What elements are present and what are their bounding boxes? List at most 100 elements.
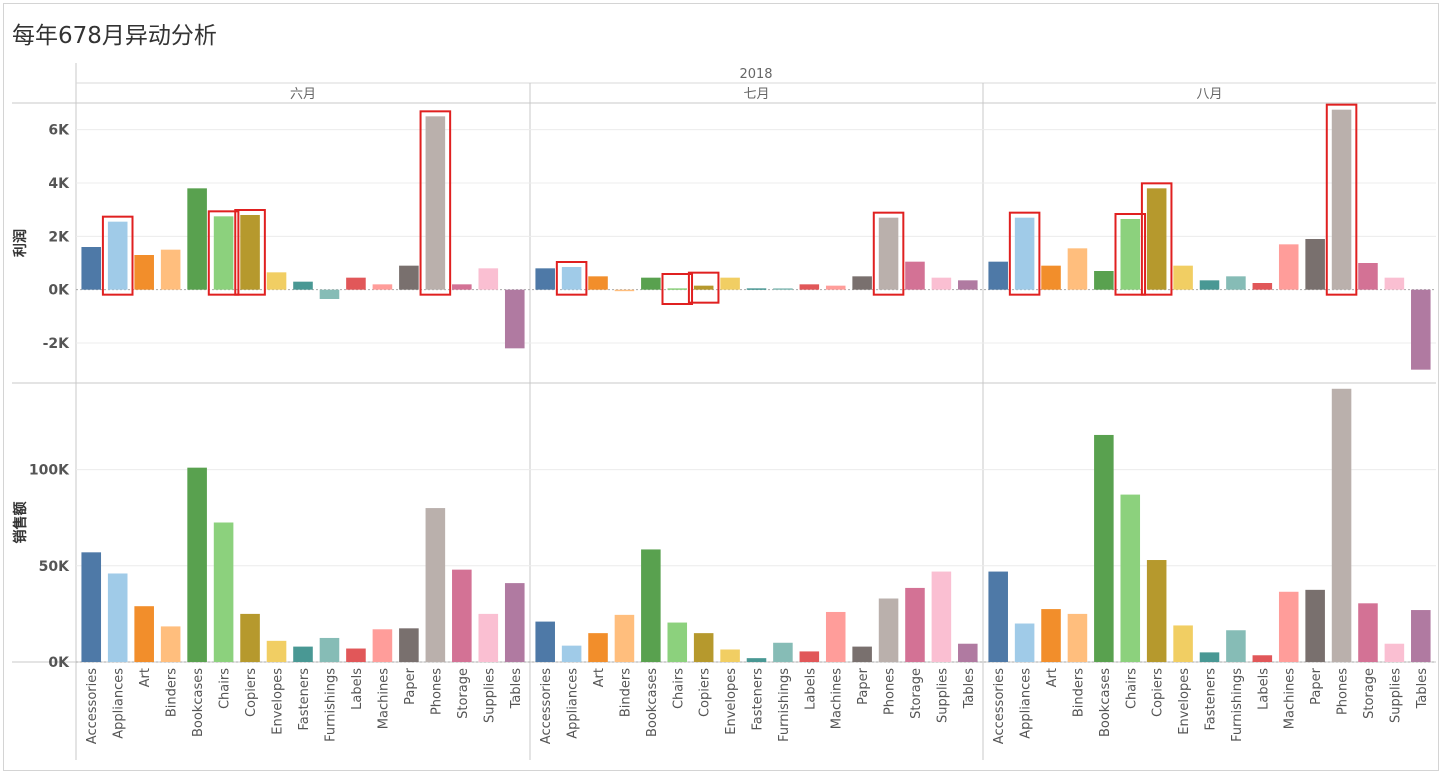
bar-chairs (667, 622, 688, 662)
bar-storage (905, 261, 925, 290)
row-label: 销售额 (12, 502, 29, 544)
category-label: Furnishings (1230, 668, 1245, 742)
bar-copiers (1146, 560, 1167, 662)
row-label: 利润 (12, 229, 29, 257)
category-label: Supplies (935, 668, 950, 723)
month-header: 八月 (1196, 87, 1222, 102)
highlight-box (1008, 211, 1041, 296)
bar-fasteners (293, 281, 313, 290)
category-label: Labels (803, 668, 818, 710)
bar-bookcases (187, 188, 207, 290)
bar-phones (1331, 388, 1352, 662)
category-label: Storage (1362, 668, 1377, 719)
bar-tables (504, 289, 525, 349)
category-label: Paper (856, 667, 871, 704)
bar-machines (1278, 591, 1299, 662)
tick-label: 6K (48, 123, 70, 139)
bar-art (134, 255, 154, 290)
bar-copiers (240, 215, 260, 290)
highlight-box (101, 215, 134, 296)
bar-furnishings (319, 289, 340, 299)
bar-labels (799, 651, 820, 662)
page-title: 每年678月异动分析 (12, 23, 217, 49)
bar-phones (878, 598, 899, 662)
category-label: Fasteners (1204, 668, 1219, 731)
tick-label: 2K (48, 229, 70, 245)
category-label: Tables (1415, 668, 1430, 710)
bar-copiers (693, 285, 714, 290)
category-label: Machines (1283, 668, 1298, 729)
category-label: Appliances (1019, 668, 1034, 739)
category-label: Art (1045, 668, 1060, 687)
category-label: Phones (883, 668, 898, 715)
bar-bookcases (1094, 434, 1114, 662)
month-header: 七月 (743, 87, 769, 102)
bar-binders (1067, 248, 1088, 290)
bar-art (1041, 609, 1061, 662)
bar-copiers (240, 613, 260, 662)
bar-paper (852, 646, 872, 662)
highlight-box (207, 210, 240, 296)
bar-appliances (1014, 217, 1035, 290)
bar-paper (852, 276, 872, 290)
bar-paper (399, 628, 419, 662)
category-label: Tables (962, 668, 977, 710)
category-label: Accessories (992, 668, 1007, 744)
category-label: Fasteners (751, 668, 766, 731)
bar-chairs (213, 216, 234, 290)
category-label: Accessories (539, 668, 554, 744)
category-label: Storage (909, 668, 924, 719)
bar-copiers (693, 633, 714, 662)
bar-art (134, 606, 154, 662)
bar-tables (958, 643, 978, 662)
bar-supplies (931, 277, 952, 290)
category-label: Binders (165, 668, 180, 717)
bar-storage (1358, 263, 1378, 290)
category-label: Machines (376, 668, 391, 729)
category-label: Labels (1256, 668, 1271, 710)
bar-appliances (107, 573, 128, 662)
bar-chairs (1120, 494, 1141, 662)
highlight-box (555, 261, 588, 296)
category-label: Envelopes (724, 668, 739, 735)
category-label: Appliances (112, 668, 127, 739)
bar-envelopes (266, 272, 287, 290)
bar-furnishings (1226, 630, 1246, 662)
bar-phones (1331, 109, 1352, 290)
tick-label: 0K (48, 655, 70, 671)
tick-label: -2K (43, 336, 71, 352)
bar-labels (346, 648, 366, 662)
highlight-box (661, 273, 694, 305)
category-label: Furnishings (323, 668, 338, 742)
bar-chairs (1120, 219, 1141, 290)
bar-binders (160, 626, 181, 662)
category-label: Copiers (1151, 668, 1166, 717)
bar-appliances (1014, 623, 1035, 662)
bar-paper (399, 265, 419, 290)
bar-paper (1305, 239, 1325, 290)
category-label: Copiers (244, 668, 259, 717)
bar-storage (1358, 603, 1378, 662)
bar-furnishings (1226, 276, 1246, 290)
bar-bookcases (641, 277, 661, 290)
bar-fasteners (293, 646, 313, 662)
category-label: Binders (1071, 668, 1086, 717)
category-label: Labels (350, 668, 365, 710)
bar-fasteners (746, 658, 767, 662)
bar-machines (825, 611, 846, 662)
bar-accessories (535, 268, 555, 290)
bar-copiers (1146, 188, 1167, 290)
category-label: Tables (509, 668, 524, 710)
highlight-box (1325, 103, 1358, 296)
bar-supplies (478, 613, 499, 662)
bar-furnishings (773, 288, 793, 290)
bar-art (588, 276, 608, 290)
bar-binders (614, 289, 635, 292)
category-label: Fasteners (297, 668, 312, 731)
category-label: Envelopes (271, 668, 286, 735)
category-label: Bookcases (645, 668, 660, 737)
bar-labels (1252, 655, 1273, 662)
bar-tables (1411, 610, 1431, 662)
category-label: Binders (618, 668, 633, 717)
